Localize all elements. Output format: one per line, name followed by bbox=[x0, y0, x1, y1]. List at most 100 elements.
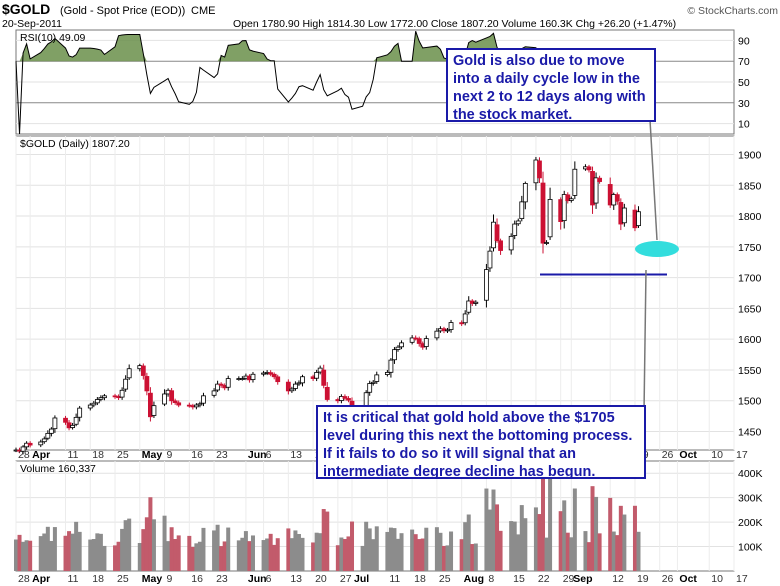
price-tick-label: 1550 bbox=[738, 365, 762, 377]
volume-bar bbox=[123, 520, 128, 571]
volume-tick-label: 400K bbox=[738, 468, 763, 480]
x-axis-label: 18 bbox=[92, 449, 104, 461]
candle-body bbox=[271, 373, 277, 378]
x-axis-label: Oct bbox=[679, 449, 697, 461]
candle-body bbox=[172, 400, 178, 403]
candle-body bbox=[473, 301, 479, 304]
x-axis-label: 19 bbox=[637, 573, 649, 585]
volume-bar bbox=[314, 532, 319, 571]
candle-body bbox=[123, 378, 129, 390]
price-tick-label: 1600 bbox=[738, 334, 762, 346]
volume-bar bbox=[495, 504, 500, 571]
volume-bar bbox=[63, 535, 68, 571]
volume-bar bbox=[137, 543, 142, 571]
candle-body bbox=[211, 390, 217, 396]
volume-bar bbox=[52, 527, 57, 571]
rsi-legend: RSI(10) 49.09 bbox=[20, 32, 86, 44]
volume-bar bbox=[586, 542, 591, 571]
volume-bar bbox=[240, 537, 245, 571]
volume-bar bbox=[594, 496, 599, 571]
x-axis-label: Jul bbox=[354, 573, 369, 585]
volume-bar bbox=[364, 521, 369, 571]
candle-body bbox=[388, 359, 394, 373]
x-axis-label: 25 bbox=[117, 573, 129, 585]
x-axis-label: 13 bbox=[290, 573, 302, 585]
volume-tick-label: 100K bbox=[738, 542, 763, 554]
volume-bar bbox=[70, 533, 75, 571]
volume-bar bbox=[88, 539, 93, 571]
volume-bar bbox=[268, 533, 273, 571]
volume-bar bbox=[516, 534, 521, 571]
rsi-tick-label: 90 bbox=[738, 35, 750, 47]
x-axis-label: Jun bbox=[248, 449, 267, 461]
candle-body bbox=[498, 240, 503, 251]
x-axis-label: 11 bbox=[68, 573, 79, 585]
rsi-tick-label: 70 bbox=[738, 56, 750, 68]
candle-body bbox=[176, 402, 182, 406]
volume-bar bbox=[346, 536, 351, 571]
candle-body bbox=[218, 383, 224, 386]
volume-bar bbox=[250, 535, 255, 571]
x-axis-label: 8 bbox=[488, 573, 494, 585]
volume-bar bbox=[102, 545, 107, 571]
volume-bar bbox=[636, 531, 641, 571]
volume-bar bbox=[77, 531, 82, 571]
price-tick-label: 1750 bbox=[738, 242, 762, 254]
volume-bar bbox=[611, 531, 616, 571]
cycle-low-target-ellipse bbox=[635, 241, 679, 257]
volume-bar bbox=[335, 545, 340, 571]
symbol-description: (Gold - Spot Price (EOD)) bbox=[60, 5, 185, 17]
candle-body bbox=[547, 199, 553, 238]
candle-body bbox=[522, 183, 528, 203]
volume-bar bbox=[194, 543, 199, 571]
volume-bar bbox=[42, 533, 47, 571]
candle-body bbox=[392, 349, 397, 361]
cycle-low-annotation: Gold is also due to move into a daily cy… bbox=[446, 48, 656, 123]
x-axis-label: 25 bbox=[117, 449, 129, 461]
x-axis-label: 25 bbox=[439, 573, 451, 585]
volume-bar bbox=[289, 538, 294, 571]
volume-bar bbox=[388, 527, 393, 571]
candle-body bbox=[52, 417, 58, 430]
x-axis-label: May bbox=[142, 449, 163, 461]
candle-body bbox=[508, 235, 514, 251]
candle-body bbox=[102, 395, 107, 399]
x-axis-label: 12 bbox=[612, 573, 624, 585]
candle-body bbox=[370, 381, 376, 384]
volume-bar bbox=[141, 529, 146, 571]
volume-bar bbox=[590, 486, 595, 571]
volume-bar bbox=[399, 533, 404, 571]
volume-bar bbox=[434, 527, 439, 571]
volume-bar bbox=[533, 507, 538, 571]
price-tick-label: 1850 bbox=[738, 180, 762, 192]
rsi-tick-label: 30 bbox=[738, 98, 750, 110]
x-axis-label: 18 bbox=[92, 573, 104, 585]
x-axis-label: 26 bbox=[662, 449, 674, 461]
volume-bar bbox=[470, 544, 475, 571]
x-axis-label: 18 bbox=[414, 573, 426, 585]
rsi-tick-label: 50 bbox=[738, 77, 750, 89]
volume-bar bbox=[311, 542, 316, 571]
candle-body bbox=[346, 398, 351, 401]
price-tick-label: 1500 bbox=[738, 396, 762, 408]
volume-bar bbox=[91, 539, 96, 571]
price-tick-label: 1650 bbox=[738, 303, 762, 315]
volume-bar bbox=[318, 533, 323, 571]
volume-bar bbox=[385, 531, 390, 571]
x-axis-label: Aug bbox=[464, 573, 484, 585]
candle-body bbox=[459, 322, 465, 325]
candle-body bbox=[568, 198, 574, 201]
x-axis-label: 6 bbox=[266, 449, 272, 461]
volume-bar bbox=[445, 545, 450, 571]
volume-bar bbox=[275, 538, 280, 571]
volume-bar bbox=[615, 535, 620, 571]
candle-body bbox=[27, 442, 33, 446]
volume-bar bbox=[166, 541, 171, 571]
candle-body bbox=[250, 373, 256, 380]
volume-bar bbox=[558, 511, 563, 571]
candle-body bbox=[423, 338, 429, 347]
candle-body bbox=[151, 405, 157, 416]
volume-bar bbox=[569, 537, 574, 571]
candle-body bbox=[544, 242, 549, 244]
x-axis-label: Sep bbox=[573, 573, 592, 585]
